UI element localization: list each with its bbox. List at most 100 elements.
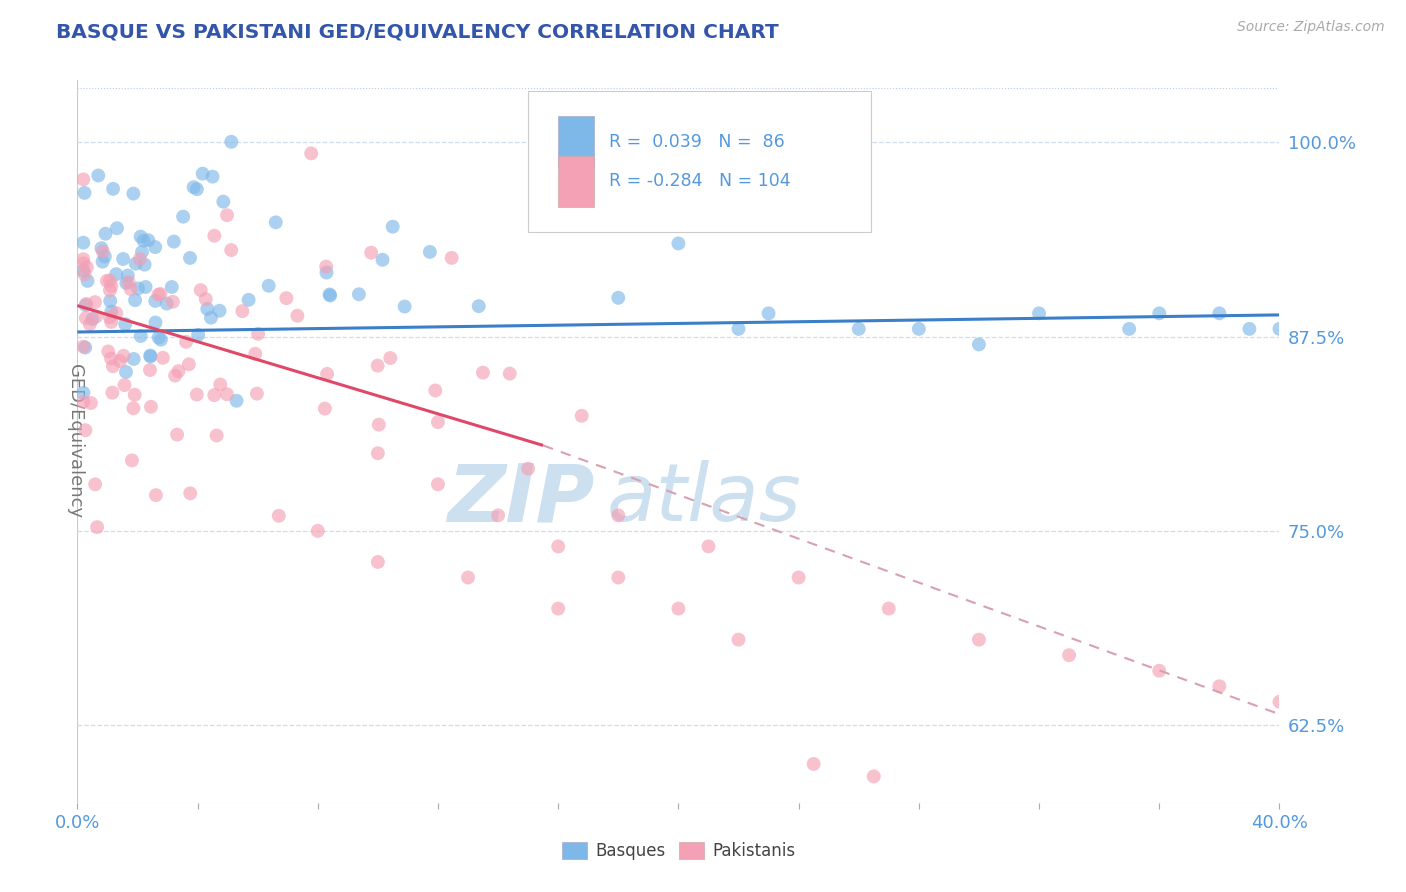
Point	[148, 287, 170, 301]
Point	[848, 322, 870, 336]
Point	[98, 293, 121, 308]
Point	[87, 169, 110, 183]
Point	[607, 570, 630, 584]
Point	[264, 215, 287, 229]
Point	[139, 363, 162, 377]
Point	[100, 304, 122, 318]
Point	[499, 367, 522, 381]
Point	[697, 540, 720, 554]
Point	[347, 287, 370, 301]
Point	[202, 228, 225, 243]
Point	[877, 601, 900, 615]
FancyBboxPatch shape	[558, 156, 595, 207]
Point	[1268, 695, 1291, 709]
Point	[72, 235, 94, 250]
Point	[73, 186, 96, 200]
Point	[139, 350, 162, 364]
Point	[75, 341, 97, 355]
Point	[172, 210, 194, 224]
Point	[72, 385, 94, 400]
Point	[427, 415, 450, 429]
Point	[75, 298, 97, 312]
Legend: Basques, Pakistanis: Basques, Pakistanis	[555, 835, 801, 867]
Point	[117, 268, 139, 283]
Point	[468, 299, 491, 313]
Point	[160, 280, 183, 294]
Point	[419, 244, 441, 259]
Point	[94, 227, 117, 241]
Point	[165, 368, 187, 383]
Point	[205, 428, 228, 442]
Point	[101, 182, 124, 196]
Point	[135, 280, 157, 294]
Point	[440, 251, 463, 265]
Point	[427, 477, 450, 491]
Point	[162, 294, 184, 309]
Point	[758, 306, 780, 320]
Point	[100, 351, 122, 366]
Point	[668, 601, 690, 615]
Point	[967, 337, 990, 351]
Point	[100, 279, 122, 293]
Point	[194, 292, 217, 306]
Point	[1239, 322, 1261, 336]
Point	[76, 260, 98, 275]
Point	[367, 446, 389, 460]
Text: R =  0.039   N =  86: R = 0.039 N = 86	[609, 133, 785, 151]
Point	[1028, 306, 1050, 320]
Point	[209, 377, 232, 392]
Point	[315, 266, 337, 280]
Text: BASQUE VS PAKISTANI GED/EQUIVALENCY CORRELATION CHART: BASQUE VS PAKISTANI GED/EQUIVALENCY CORR…	[56, 22, 779, 41]
Point	[86, 520, 108, 534]
Point	[75, 297, 97, 311]
Point	[1208, 679, 1230, 693]
Point	[727, 322, 749, 336]
Text: atlas: atlas	[606, 460, 801, 539]
Point	[1057, 648, 1080, 663]
Point	[72, 252, 94, 267]
Point	[72, 172, 94, 186]
Point	[101, 359, 124, 374]
Point	[862, 769, 884, 783]
Point	[91, 254, 114, 268]
Point	[314, 401, 336, 416]
Point	[316, 367, 339, 381]
Point	[94, 250, 117, 264]
Point	[98, 284, 121, 298]
Point	[149, 287, 172, 301]
Point	[112, 349, 135, 363]
Point	[124, 388, 146, 402]
Point	[1268, 322, 1291, 336]
Point	[1389, 337, 1406, 351]
Point	[163, 235, 186, 249]
Point	[668, 236, 690, 251]
Point	[394, 300, 416, 314]
Point	[186, 387, 208, 401]
Point	[307, 524, 329, 538]
Point	[115, 276, 138, 290]
Point	[1118, 322, 1140, 336]
Point	[72, 264, 94, 278]
Y-axis label: GED/Equivalency: GED/Equivalency	[66, 365, 84, 518]
Text: ZIP: ZIP	[447, 460, 595, 539]
Point	[267, 508, 290, 523]
Point	[75, 423, 97, 437]
Point	[98, 274, 121, 288]
Point	[215, 208, 238, 222]
Point	[122, 351, 145, 366]
Point	[174, 334, 197, 349]
Point	[84, 310, 107, 324]
Point	[287, 309, 309, 323]
Point	[1149, 664, 1171, 678]
Point	[91, 244, 114, 259]
Point	[114, 317, 136, 331]
Point	[238, 293, 260, 307]
Point	[101, 385, 124, 400]
Point	[318, 287, 340, 301]
Point	[299, 146, 322, 161]
Point	[803, 756, 825, 771]
Point	[200, 310, 222, 325]
Point	[82, 312, 104, 326]
Point	[72, 395, 94, 409]
Point	[607, 508, 630, 523]
